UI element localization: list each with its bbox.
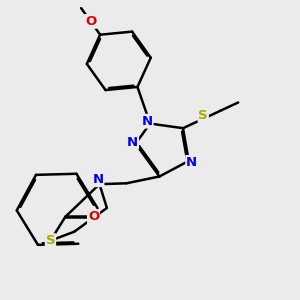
Text: N: N bbox=[142, 115, 153, 128]
Text: S: S bbox=[46, 234, 55, 247]
Text: N: N bbox=[186, 156, 197, 169]
Text: O: O bbox=[88, 210, 99, 224]
Text: O: O bbox=[85, 15, 96, 28]
Text: N: N bbox=[92, 173, 104, 186]
Text: N: N bbox=[127, 136, 138, 148]
Text: S: S bbox=[198, 109, 208, 122]
